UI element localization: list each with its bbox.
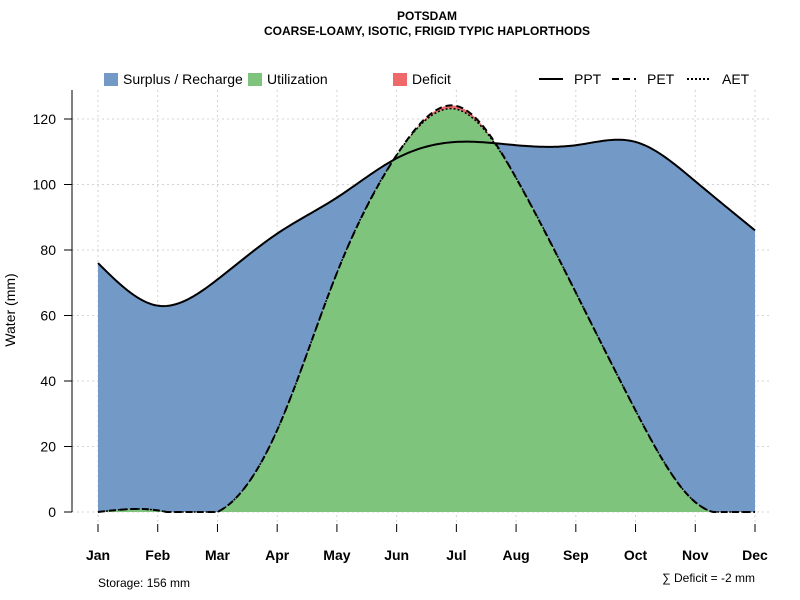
- x-axis: Jan Feb Mar Apr May Jun Jul Aug Sep Oct Nov Dec: [86, 524, 768, 563]
- y-tick-label: 80: [40, 242, 56, 258]
- legend-label-surplus-recharge: Surplus / Recharge: [123, 71, 243, 87]
- legend-swatch-deficit: [393, 73, 407, 86]
- y-tick-label: 40: [40, 373, 56, 389]
- x-tick-label-mar: Mar: [205, 547, 230, 563]
- x-tick-label-dec: Dec: [742, 547, 768, 563]
- deficit-sum-label: ∑ Deficit = -2 mm: [662, 571, 755, 585]
- x-tick-label-jan: Jan: [86, 547, 110, 563]
- legend-label-deficit: Deficit: [412, 71, 451, 87]
- chart-title: POTSDAM: [397, 9, 457, 23]
- legend-label-pet: PET: [647, 71, 675, 87]
- series-line-pet: [97, 104, 755, 513]
- legend-label-aet: AET: [722, 71, 750, 87]
- series-line-ppt: [97, 138, 756, 308]
- x-tick-label-aug: Aug: [502, 547, 529, 563]
- storage-label: Storage: 156 mm: [98, 576, 190, 590]
- x-tick-label-nov: Nov: [682, 547, 709, 563]
- area-utilization: [98, 108, 755, 512]
- x-tick-label-jun: Jun: [384, 547, 409, 563]
- y-axis-label: Water (mm): [2, 273, 18, 346]
- legend: Surplus / Recharge Utilization Deficit PPT P…: [104, 71, 750, 87]
- series-line-aet: [97, 107, 755, 513]
- x-tick-label-feb: Feb: [145, 547, 170, 563]
- legend-swatch-utilization: [248, 73, 262, 86]
- y-tick-label: 0: [48, 504, 56, 520]
- legend-label-ppt: PPT: [574, 71, 602, 87]
- area-deficit: [402, 105, 496, 147]
- x-tick-label-sep: Sep: [563, 547, 589, 563]
- y-tick-label: 60: [40, 308, 56, 324]
- x-tick-label-jul: Jul: [446, 547, 466, 563]
- x-tick-label-apr: Apr: [265, 547, 290, 563]
- legend-label-utilization: Utilization: [267, 71, 328, 87]
- x-tick-label-oct: Oct: [624, 547, 648, 563]
- y-tick-label: 120: [33, 111, 57, 127]
- y-tick-label: 20: [40, 439, 56, 455]
- legend-swatch-surplus-recharge: [104, 73, 118, 86]
- y-tick-label: 100: [33, 177, 57, 193]
- x-tick-label-may: May: [323, 547, 350, 563]
- y-axis: 0 20 40 60 80 100 120: [33, 111, 72, 520]
- chart-subtitle: COARSE-LOAMY, ISOTIC, FRIGID TYPIC HAPLO…: [264, 24, 590, 38]
